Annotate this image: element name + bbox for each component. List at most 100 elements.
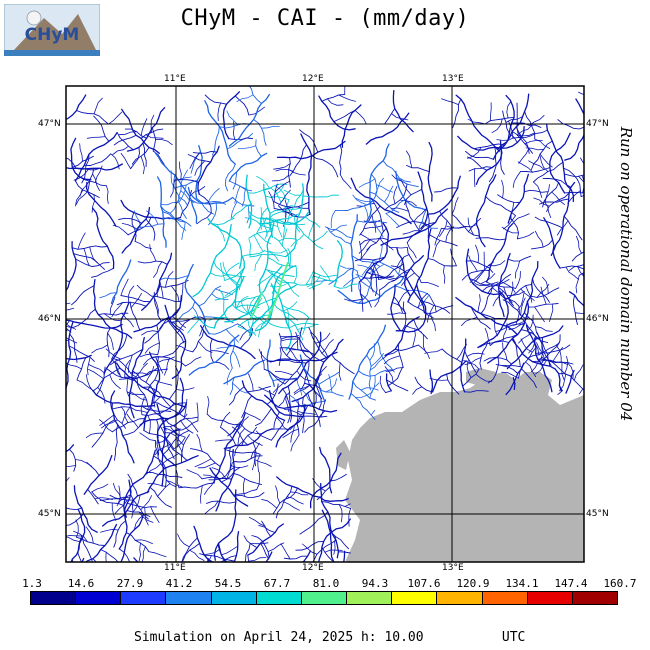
river-segment — [181, 221, 186, 240]
river-segment — [497, 252, 511, 318]
river-segment — [164, 357, 170, 376]
river-segment — [374, 289, 381, 308]
colorbar-swatch-10 — [437, 592, 483, 604]
river-segment — [520, 288, 535, 301]
river-segment — [258, 524, 276, 533]
river-segment — [270, 187, 282, 204]
river-segment — [320, 482, 340, 559]
river-segment — [290, 491, 309, 496]
river-segment — [251, 535, 270, 558]
river-segment — [328, 374, 333, 393]
river-segment — [116, 301, 147, 307]
river-segment — [198, 462, 216, 469]
river-segment — [281, 304, 310, 318]
river-segment — [45, 297, 48, 314]
side-note-text: Run on operational domain number 04 — [617, 126, 635, 422]
river-segment — [215, 448, 235, 512]
lat-label-right-3: 45°N — [586, 509, 609, 519]
river-segment — [127, 473, 138, 497]
river-segment — [249, 253, 287, 258]
lat-label-right-2: 46°N — [586, 314, 609, 324]
river-segment — [250, 297, 277, 314]
river-segment — [156, 432, 171, 444]
river-segment — [480, 286, 493, 315]
river-segment — [585, 260, 600, 268]
river-segment — [111, 302, 124, 318]
river-segment — [247, 297, 256, 315]
river-segment — [189, 186, 206, 197]
river-segment — [344, 503, 351, 507]
river-segment — [305, 268, 315, 286]
river-segment — [106, 185, 109, 204]
colorbar-swatch-2 — [76, 592, 122, 604]
river-segment — [126, 107, 166, 152]
river-segment — [59, 487, 60, 505]
river-segment — [162, 430, 190, 455]
river-segment — [149, 244, 157, 262]
river-segment — [108, 111, 123, 125]
river-segment — [230, 201, 238, 219]
river-segment — [339, 174, 352, 189]
river-segment — [92, 173, 100, 191]
river-segment — [309, 279, 325, 289]
river-segment — [528, 160, 545, 170]
river-segment — [413, 208, 427, 223]
river-segment — [159, 279, 189, 288]
river-segment — [91, 483, 109, 493]
river-segment — [512, 171, 521, 188]
river-segment — [321, 339, 334, 354]
river-segment — [75, 519, 79, 538]
river-segment — [134, 223, 165, 230]
river-segment — [132, 495, 141, 513]
river-segment — [91, 344, 108, 354]
river-segment — [247, 434, 263, 446]
river-segment — [535, 344, 571, 354]
river-segment — [304, 216, 321, 228]
river-segment — [391, 113, 409, 121]
river-segment — [468, 255, 478, 272]
colorbar-label-2: 14.6 — [67, 577, 95, 590]
river-segment — [420, 281, 439, 287]
river-segment — [506, 325, 564, 370]
river-segment — [270, 270, 282, 287]
river-segment — [110, 259, 132, 305]
river-segment — [252, 441, 257, 467]
colorbar-label-4: 41.2 — [165, 577, 193, 590]
river-segment — [319, 446, 333, 494]
river-segment — [268, 191, 275, 209]
river-segment — [312, 230, 328, 243]
river-segment — [120, 278, 129, 296]
river-segment — [337, 277, 405, 304]
river-segment — [97, 387, 106, 404]
river-segment — [127, 216, 152, 236]
river-segment — [466, 352, 485, 357]
river-segment — [229, 376, 235, 396]
river-segment — [222, 261, 231, 279]
river-segment — [297, 411, 316, 415]
lon-label-top-1: 11°E — [164, 74, 186, 84]
river-segment — [540, 340, 543, 360]
river-segment — [16, 126, 33, 157]
river-segment — [227, 423, 242, 437]
river-segment — [170, 316, 207, 323]
river-segment — [180, 190, 195, 203]
river-segment — [506, 291, 525, 297]
river-segment — [365, 112, 410, 145]
river-segment — [321, 501, 352, 509]
river-segment — [455, 94, 501, 152]
river-segment — [281, 338, 301, 342]
river-segment — [385, 367, 404, 372]
river-segment — [66, 331, 67, 333]
river-segment — [164, 474, 177, 488]
river-segment — [535, 326, 553, 332]
river-segment — [380, 208, 448, 246]
river-segment — [539, 198, 570, 205]
river-segment — [284, 359, 304, 385]
river-segment — [187, 318, 200, 334]
river-segment — [314, 272, 339, 278]
river-segment — [202, 548, 221, 556]
river-segment — [520, 297, 526, 316]
river-segment — [393, 186, 398, 205]
river-segment — [74, 132, 118, 182]
river-segment — [113, 483, 122, 500]
